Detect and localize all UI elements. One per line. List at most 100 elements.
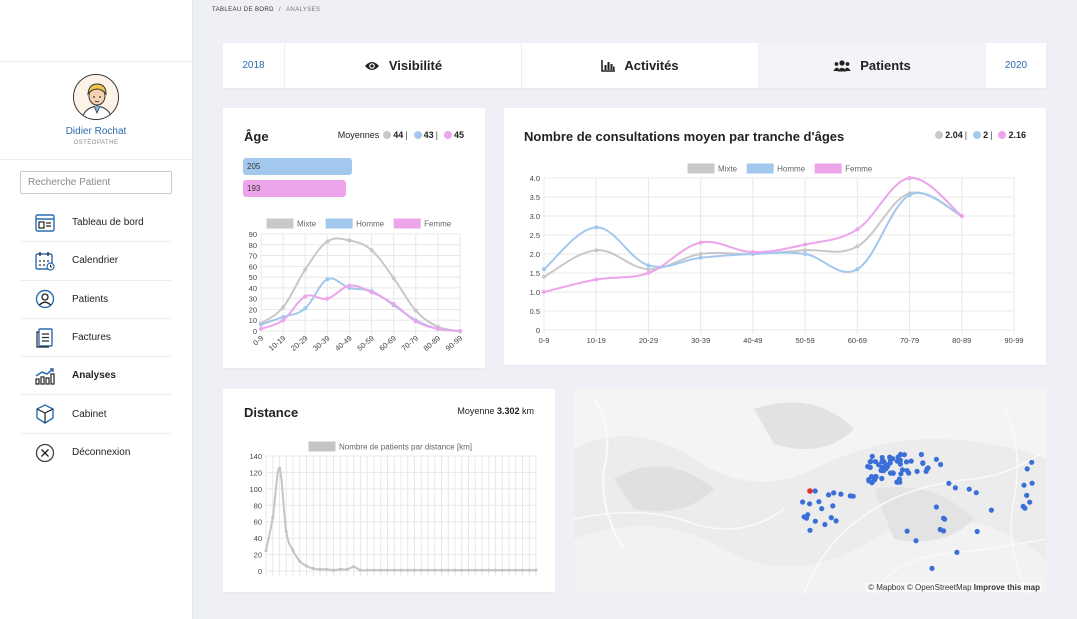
map-marker (899, 467, 906, 473)
map-marker (1024, 466, 1030, 472)
map-canvas[interactable] (574, 389, 1046, 594)
map-marker (826, 492, 832, 498)
data-point (318, 567, 322, 571)
consultations-chart: Mixte Homme Femme 0 0.5 1.0 1.5 2.0 2.5 3.0 3.5 4.0… (530, 163, 1024, 345)
averages-label: Moyennes (337, 130, 380, 140)
map-marker (847, 493, 853, 499)
osm-attribution-link[interactable]: © OpenStreetMap (906, 583, 972, 592)
data-point (325, 296, 330, 301)
data-point (698, 240, 703, 245)
data-point (855, 227, 860, 232)
data-point (281, 314, 286, 319)
sidebar-menu: Tableau de bord Calendrier Patients Fact… (20, 204, 172, 472)
sidebar-item-label: Analyses (72, 370, 116, 382)
distance-average: Moyenne 3.302 km (457, 406, 534, 416)
y-tick-label: 1.5 (530, 269, 540, 278)
patient-markers[interactable] (800, 451, 1035, 571)
patient-search-input[interactable] (20, 171, 172, 194)
y-tick-label: 10 (249, 316, 257, 325)
data-point (412, 568, 417, 572)
data-point (646, 267, 651, 272)
data-point (594, 225, 599, 230)
tab-label: Patients (860, 58, 911, 73)
x-tick-label: 40-49 (743, 336, 762, 345)
map-marker (933, 504, 939, 510)
calendar-icon (34, 250, 56, 272)
distance-card-title: Distance (244, 405, 299, 420)
map-marker (913, 538, 919, 544)
data-point (542, 267, 546, 272)
data-point (803, 242, 808, 247)
map-marker (885, 463, 891, 469)
patient-map[interactable]: © Mapbox © OpenStreetMap Improve this ma… (574, 389, 1046, 594)
breadcrumb-root[interactable]: TABLEAU DE BORD (212, 7, 274, 13)
data-point (303, 294, 308, 299)
y-tick-label: 120 (249, 468, 262, 477)
map-marker (873, 473, 879, 480)
map-marker (828, 515, 834, 521)
tab-activities[interactable]: Activités (522, 43, 759, 88)
data-point (303, 267, 308, 272)
mapbox-attribution-link[interactable]: © Mapbox (868, 583, 905, 592)
y-tick-label: 80 (254, 501, 262, 510)
sidebar-item-label: Calendrier (72, 255, 119, 267)
x-tick-label: 50-59 (355, 334, 375, 353)
data-point (460, 568, 464, 572)
dashboard-icon (34, 212, 56, 234)
series-line-femme (260, 284, 461, 332)
map-marker (865, 463, 871, 470)
map-marker (822, 521, 828, 528)
sidebar-item-calendar[interactable]: Calendrier (20, 242, 172, 281)
map-marker (898, 451, 904, 457)
legend-label: Nombre de patients par distance [km] (339, 443, 472, 452)
sidebar-header (0, 0, 192, 62)
y-tick-label: 0 (258, 567, 262, 576)
avg-homme: 43 (423, 130, 434, 140)
data-point (507, 568, 511, 572)
next-year-button[interactable]: 2020 (1004, 60, 1028, 71)
sidebar-item-patients[interactable]: Patients (20, 281, 172, 319)
tab-label: Activités (624, 58, 679, 73)
map-marker (952, 485, 958, 491)
y-tick-label: 70 (249, 252, 257, 261)
y-tick-label: 40 (249, 284, 257, 293)
x-tick-label: 60-69 (848, 336, 867, 345)
tab-visibility[interactable]: Visibilité (285, 43, 522, 88)
data-point (259, 322, 263, 327)
map-marker (938, 461, 944, 468)
improve-map-link[interactable]: Improve this map (973, 583, 1040, 592)
map-marker (801, 514, 807, 520)
profile-name[interactable]: Didier Rochat (65, 126, 127, 137)
tab-patients[interactable]: Patients (759, 43, 986, 88)
breadcrumb-separator: / (278, 7, 281, 13)
sidebar-item-logout[interactable]: Déconnexion (20, 434, 172, 472)
map-marker (812, 488, 818, 494)
sidebar-item-cabinet[interactable]: Cabinet (20, 395, 172, 434)
x-tick-label: 60-69 (377, 334, 397, 353)
data-point (907, 193, 912, 198)
separator: | (964, 130, 968, 140)
map-marker (973, 490, 979, 496)
map-marker (879, 464, 885, 470)
data-point (413, 319, 418, 324)
map-marker (869, 453, 875, 459)
legend-swatch-homme (746, 163, 774, 174)
chart-legend: Mixte Homme Femme (687, 163, 873, 174)
avatar[interactable] (73, 74, 119, 120)
sidebar-item-dashboard[interactable]: Tableau de bord (20, 204, 172, 243)
y-tick-label: 2.0 (530, 250, 540, 259)
user-icon (34, 288, 56, 310)
y-tick-label: 2.5 (530, 231, 540, 240)
data-point (281, 305, 286, 310)
x-tick-label: 20-29 (289, 334, 309, 353)
map-marker (1021, 482, 1027, 488)
sidebar-item-invoices[interactable]: Factures (20, 319, 172, 358)
previous-year-button[interactable]: 2018 (223, 43, 285, 88)
bar-chart-icon (601, 59, 616, 72)
map-marker (914, 468, 920, 474)
sidebar-item-analyses[interactable]: Analyses (20, 357, 172, 396)
y-tick-label: 50 (249, 273, 257, 282)
femme-count-bar: 193 (243, 180, 346, 197)
data-point (277, 466, 282, 470)
